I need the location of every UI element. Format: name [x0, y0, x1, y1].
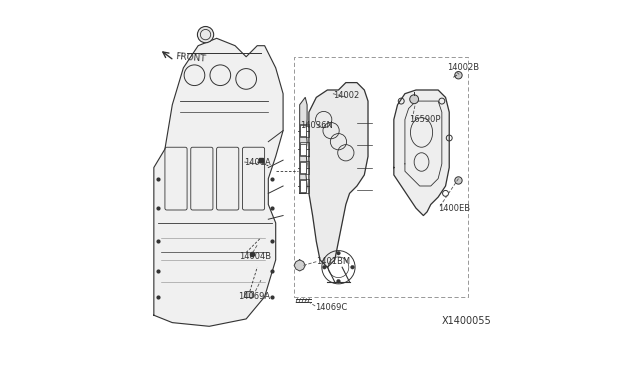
Circle shape — [410, 95, 419, 104]
Text: 14036N: 14036N — [300, 121, 333, 129]
Bar — [300, 125, 306, 136]
Text: 1401BM: 1401BM — [316, 257, 351, 266]
FancyBboxPatch shape — [244, 292, 253, 298]
Circle shape — [337, 251, 340, 255]
Bar — [300, 144, 306, 155]
Text: FRONT: FRONT — [175, 52, 207, 63]
Text: 16590P: 16590P — [408, 115, 440, 124]
Text: 14002: 14002 — [333, 91, 359, 100]
Polygon shape — [154, 38, 283, 326]
Circle shape — [323, 265, 326, 269]
Text: 14069C: 14069C — [316, 303, 348, 312]
Circle shape — [337, 279, 340, 283]
Polygon shape — [300, 97, 307, 193]
Bar — [300, 124, 309, 137]
Circle shape — [351, 265, 355, 269]
Circle shape — [197, 26, 214, 43]
Bar — [300, 162, 306, 173]
Text: X1400055: X1400055 — [442, 316, 492, 326]
Bar — [300, 142, 309, 156]
Text: 14002B: 14002B — [447, 63, 479, 72]
Text: 14004B: 14004B — [239, 251, 271, 261]
Text: 14069A: 14069A — [238, 292, 270, 301]
Bar — [300, 161, 309, 174]
Text: 1400EB: 1400EB — [438, 203, 470, 213]
Text: 1400A: 1400A — [244, 157, 271, 167]
Circle shape — [455, 177, 462, 184]
Bar — [300, 180, 306, 192]
Bar — [300, 179, 309, 193]
Polygon shape — [294, 260, 305, 271]
Circle shape — [455, 71, 462, 79]
Polygon shape — [309, 83, 368, 267]
Polygon shape — [394, 90, 449, 215]
